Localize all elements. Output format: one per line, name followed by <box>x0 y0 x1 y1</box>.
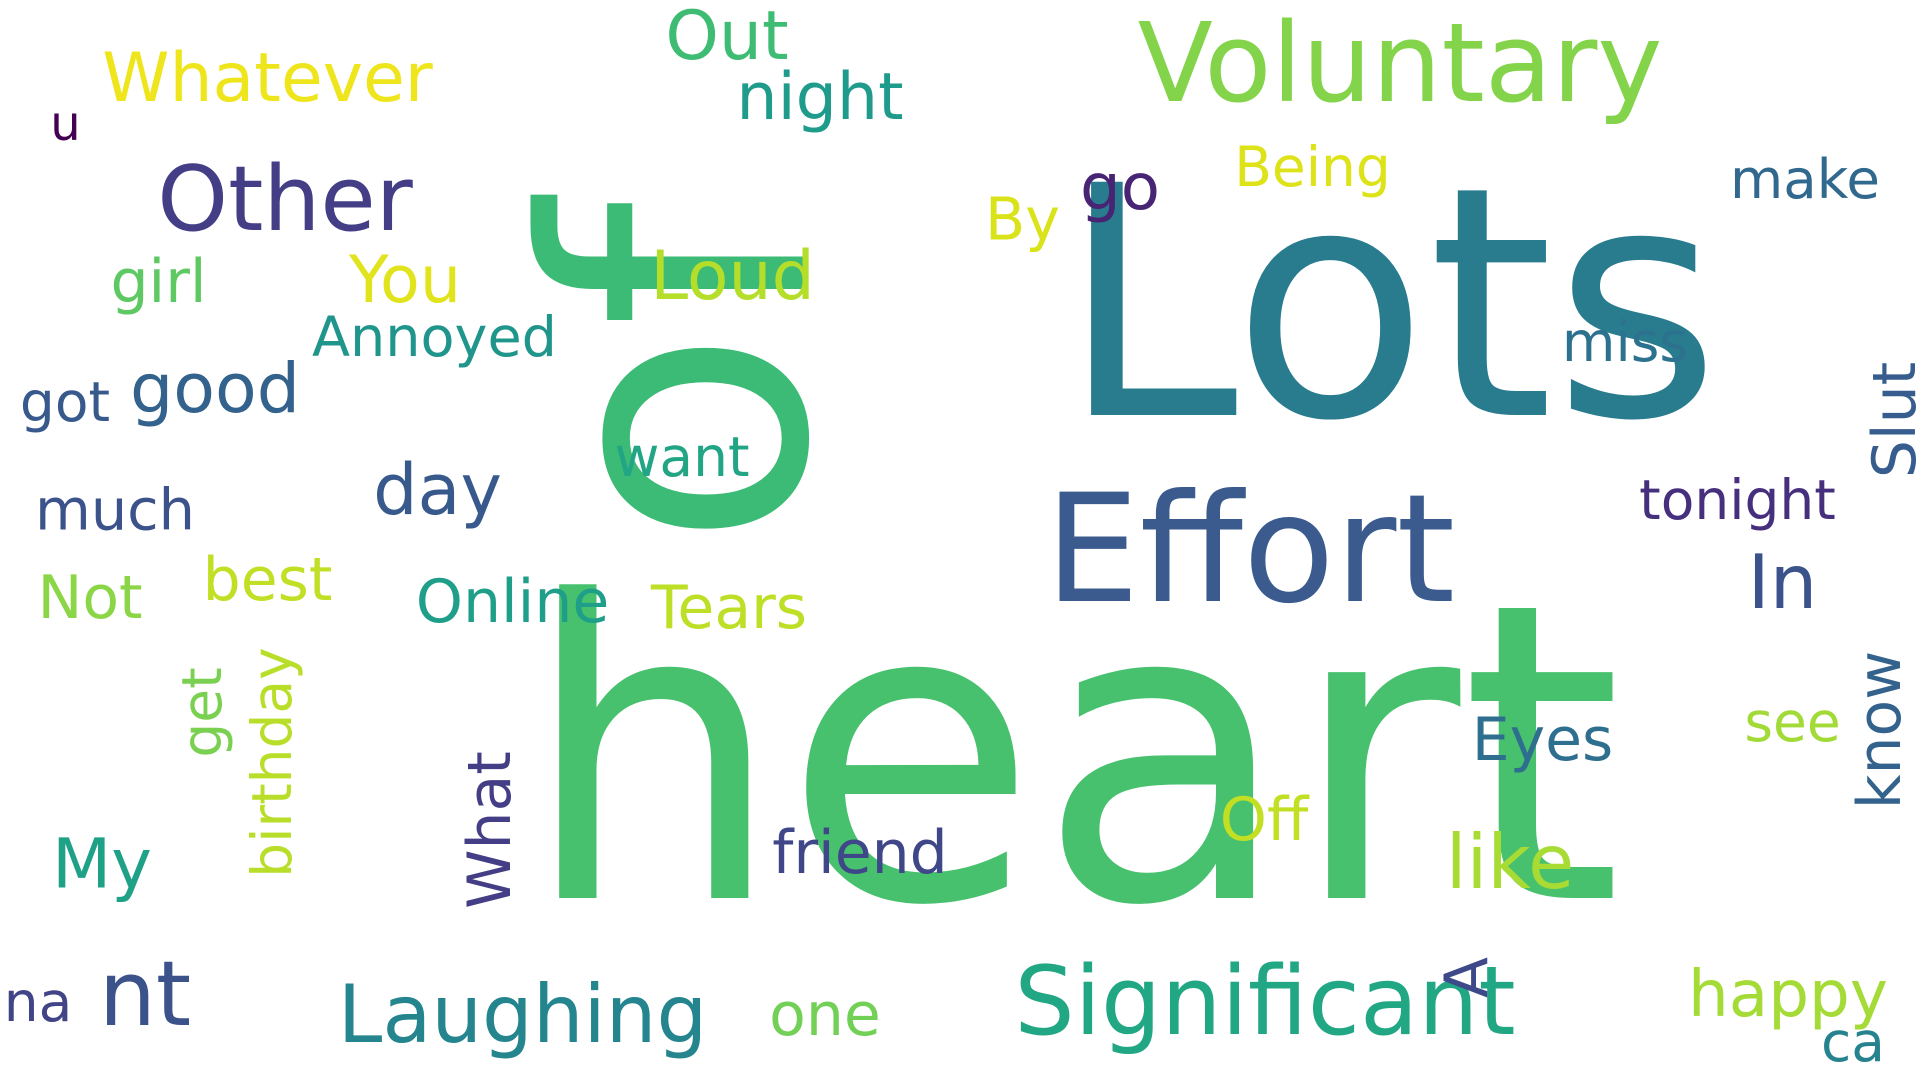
word-annoyed: Annoyed <box>312 305 557 371</box>
word-much: much <box>35 476 195 544</box>
word-my: My <box>52 824 152 905</box>
word-tears: Tears <box>650 573 808 643</box>
word-see: see <box>1744 690 1841 754</box>
word-like: like <box>1445 818 1575 906</box>
word-best: best <box>202 545 333 615</box>
word-what: What <box>455 751 525 909</box>
word-a: A <box>1432 956 1502 999</box>
word-get: get <box>170 667 234 758</box>
word-good: good <box>130 349 300 429</box>
word-slut: Slut <box>1860 361 1920 479</box>
word-in: In <box>1747 538 1818 626</box>
word-whatever: Whatever <box>102 39 433 118</box>
word-u: u <box>50 96 81 152</box>
word-eyes: Eyes <box>1471 705 1614 775</box>
word-significant: Significant <box>1014 947 1516 1057</box>
word-not: Not <box>37 563 143 633</box>
word-heart: heart <box>521 516 1623 996</box>
word-make: make <box>1730 147 1880 212</box>
word-tonight: tonight <box>1639 468 1836 532</box>
word-being: Being <box>1234 135 1391 199</box>
word-happy: happy <box>1688 956 1888 1032</box>
word-want: want <box>614 425 750 489</box>
word-ca: ca <box>1821 1010 1885 1074</box>
word-night: night <box>736 60 904 135</box>
word-laughing: Laughing <box>337 968 708 1061</box>
word-got: got <box>19 370 111 434</box>
word-other: Other <box>157 147 413 252</box>
word-loud: Loud <box>650 237 815 316</box>
word-out: Out <box>665 0 789 76</box>
word-you: You <box>348 243 462 318</box>
word-day: day <box>373 449 502 531</box>
word-one: one <box>769 980 881 1050</box>
word-nt: nt <box>98 942 192 1047</box>
word-friend: friend <box>772 818 948 888</box>
word-girl: girl <box>110 247 207 317</box>
word-lots: Lots <box>1059 119 1721 491</box>
word-miss: miss <box>1561 310 1689 374</box>
word-effort: Effort <box>1044 463 1456 637</box>
word-by: By <box>985 185 1060 254</box>
word-voluntary: Voluntary <box>1137 0 1663 127</box>
word-off: Off <box>1219 785 1309 855</box>
word-go: go <box>1080 149 1160 225</box>
word-know: know <box>1845 650 1915 810</box>
word-birthday: birthday <box>240 647 304 878</box>
word-online: Online <box>415 567 610 637</box>
word-na: na <box>3 970 73 1034</box>
